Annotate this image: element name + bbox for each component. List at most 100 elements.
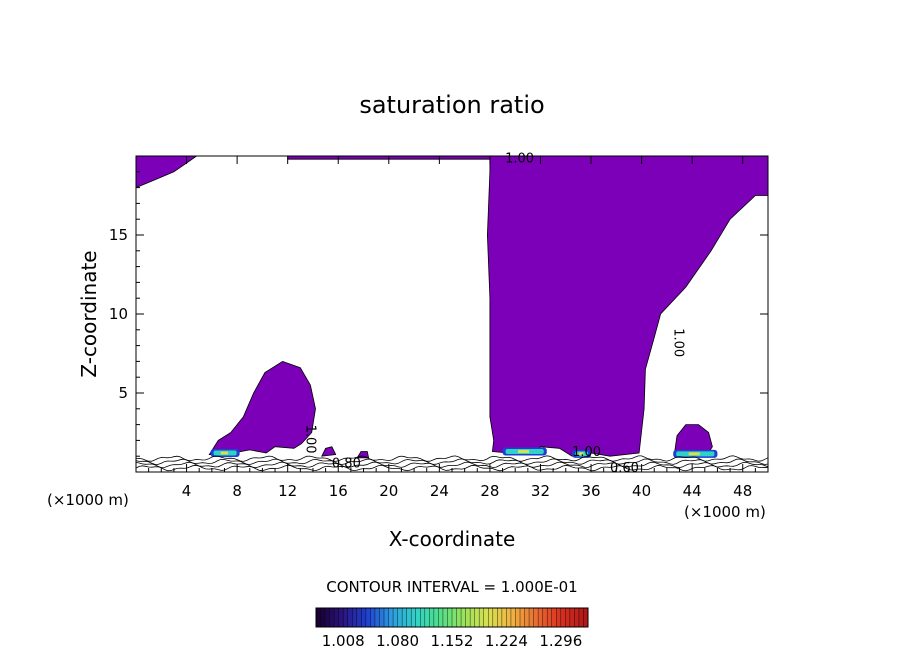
supersaturation-regions (135, 155, 769, 459)
region-small-blob-a (321, 446, 337, 457)
colorbar-ticks: 1.008 1.080 1.152 1.224 1.296 (322, 632, 583, 650)
x-tick-label: 16 (329, 482, 348, 500)
colorbar-cell (583, 608, 589, 627)
colorbar-cell (402, 608, 407, 627)
colorbar-cell (397, 608, 403, 627)
colorbar-cell (438, 608, 444, 627)
y-tick-label: 10 (109, 305, 128, 323)
surface-contour-3 (135, 455, 769, 462)
y-tick-label: 5 (118, 384, 128, 402)
x-tick-label: 24 (430, 482, 449, 500)
x-tick-label: 48 (733, 482, 752, 500)
x-tick-label: 12 (278, 482, 297, 500)
colorbar-cell (393, 608, 398, 627)
colorbar-cell (447, 608, 453, 627)
colorbar-cell (520, 608, 525, 627)
colorbar-cell (384, 608, 389, 627)
colorbar-cell (483, 608, 489, 627)
hotspot-core-1 (518, 449, 530, 453)
colorbar-cell (533, 608, 539, 627)
colorbar-cell (497, 608, 503, 627)
surface-contour-2 (135, 458, 769, 465)
colorbar-cell (574, 608, 580, 627)
colorbar-cell (370, 608, 376, 627)
colorbar-tick-label: 1.296 (539, 632, 582, 650)
x-axis-title: X-coordinate (389, 527, 516, 551)
x-tick-label: 40 (632, 482, 651, 500)
colorbar-tick-label: 1.224 (485, 632, 528, 650)
y-axis-ticks: 5 10 15 (109, 171, 768, 457)
colorbar-cell (492, 608, 498, 627)
colorbar-cell (456, 608, 462, 627)
colorbar-frame (315, 607, 589, 628)
colorbar-cell (538, 608, 543, 627)
contour-label: 1.00 (505, 151, 534, 166)
hotspot-core-0 (220, 451, 229, 455)
colorbar-cell (479, 608, 485, 627)
x-tick-label: 36 (581, 482, 600, 500)
colorbar (315, 607, 589, 628)
x-tick-label: 4 (182, 482, 192, 500)
colorbar-tick-label: 1.008 (322, 632, 365, 650)
colorbar-cell (565, 608, 571, 627)
colorbar-cell (406, 608, 412, 627)
colorbar-cell (465, 608, 471, 627)
plot-area: 1.001.001.00 1.000.80 0.60 4 8 12 16 20 24 28 32 3… (109, 151, 769, 500)
colorbar-cell (374, 608, 380, 627)
colorbar-cell (347, 608, 353, 627)
colorbar-cell (320, 608, 326, 627)
x-tick-label: 32 (531, 482, 550, 500)
colorbar-cell (515, 608, 521, 627)
colorbar-cell (415, 608, 421, 627)
x-axis-ticks: 4 8 12 16 20 24 28 32 36 40 44 48 (148, 156, 756, 500)
x-unit-label-left: (×1000 m) (47, 491, 129, 509)
colorbar-cell (334, 608, 339, 627)
colorbar-tick-label: 1.080 (376, 632, 419, 650)
contour-label: 1.00 (670, 328, 685, 357)
hotspot-core-3 (688, 452, 700, 456)
region-top-left-cap (135, 155, 198, 189)
x-tick-label: 28 (480, 482, 499, 500)
colorbar-tick-label: 1.152 (431, 632, 474, 650)
colorbar-cell (433, 608, 439, 627)
colorbar-cell (411, 608, 417, 627)
colorbar-cell (329, 608, 335, 627)
colorbar-cell (338, 608, 344, 627)
colorbar-cell (470, 608, 475, 627)
contour-label: 1.00 (303, 425, 318, 454)
colorbar-cell (560, 608, 566, 627)
colorbar-cell (424, 608, 430, 627)
colorbar-cell (488, 608, 494, 627)
colorbar-cell (365, 608, 371, 627)
x-tick-label: 44 (683, 482, 702, 500)
colorbar-cell (556, 608, 562, 627)
colorbar-cell (529, 608, 534, 627)
contour-label-group: 1.00 1.00 1.00 1.00 0.80 0.60 (303, 151, 686, 476)
x-unit-label-right: (×1000 m) (684, 503, 766, 521)
x-tick-label: 20 (379, 482, 398, 500)
colorbar-cell (343, 608, 349, 627)
colorbar-cell (547, 608, 553, 627)
y-axis-title: Z-coordinate (77, 250, 101, 377)
colorbar-cell (506, 608, 512, 627)
hotspot-markers (210, 447, 718, 458)
colorbar-cell (442, 608, 448, 627)
colorbar-cell (420, 608, 426, 627)
colorbar-cell (325, 608, 330, 627)
colorbar-cell (474, 608, 480, 627)
contour-interval-text: CONTOUR INTERVAL = 1.000E-01 (326, 578, 577, 596)
x-tick-label: 8 (232, 482, 242, 500)
colorbar-cell (501, 608, 507, 627)
colorbar-cell (429, 608, 435, 627)
colorbar-cell (569, 608, 575, 627)
colorbar-cell (379, 608, 385, 627)
colorbar-cell (542, 608, 548, 627)
colorbar-cell (461, 608, 466, 627)
colorbar-cell (510, 608, 516, 627)
region-left-bubble (208, 360, 316, 455)
colorbar-cell (388, 608, 394, 627)
colorbar-cell (524, 608, 530, 627)
surface-contour-1 (135, 461, 769, 469)
colorbar-cell (452, 608, 457, 627)
